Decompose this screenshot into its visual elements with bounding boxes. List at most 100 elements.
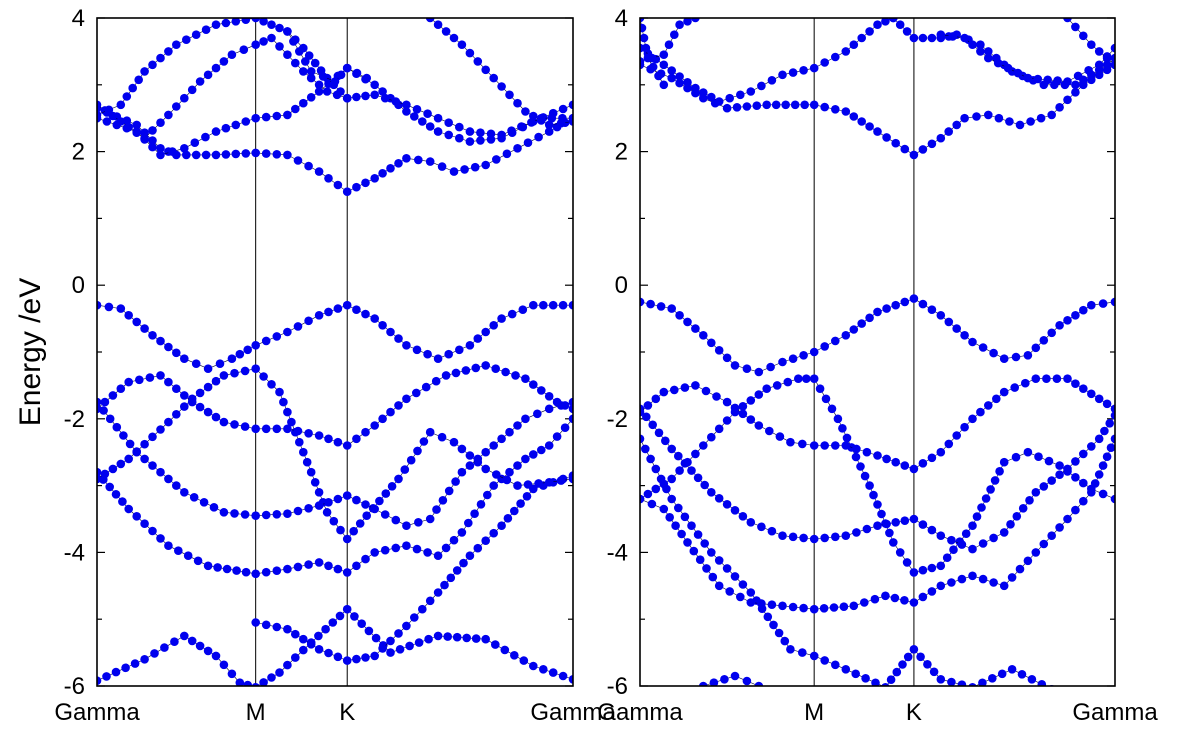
band-point — [783, 377, 793, 387]
band-point — [441, 543, 451, 553]
band-point — [1013, 68, 1023, 78]
band-point — [1087, 389, 1096, 399]
band-point — [481, 634, 491, 644]
band-point — [1015, 120, 1025, 130]
band-point — [156, 144, 165, 153]
band-point — [659, 504, 669, 514]
band-point — [293, 506, 303, 516]
band-point — [754, 390, 764, 399]
band-point — [433, 127, 443, 136]
band-point — [219, 508, 229, 517]
band-point — [891, 457, 900, 467]
band-point — [873, 127, 882, 136]
band-point — [132, 447, 141, 457]
band-point — [437, 432, 447, 442]
band-point — [295, 47, 304, 56]
band-point — [886, 675, 896, 684]
band-point — [306, 467, 316, 477]
band-point — [150, 649, 159, 658]
band-point — [873, 500, 882, 509]
band-point — [646, 454, 655, 464]
band-point — [357, 619, 367, 628]
band-point — [989, 348, 998, 358]
right-band-panel: -6 -4 -2 0 2 4 Gamma M K Gamma — [597, 5, 1158, 726]
band-point — [164, 541, 173, 550]
band-point — [687, 466, 696, 475]
band-point — [1071, 80, 1080, 90]
band-point — [671, 521, 680, 530]
band-point — [452, 632, 462, 642]
band-point — [794, 374, 803, 384]
band-point — [299, 98, 308, 108]
band-point — [299, 645, 308, 655]
band-point — [699, 681, 708, 686]
band-point — [767, 526, 777, 536]
plot-frame — [96, 17, 574, 687]
band-point — [267, 673, 276, 682]
band-point — [342, 187, 352, 196]
band-point — [342, 604, 352, 614]
band-point — [865, 481, 874, 490]
band-point — [981, 494, 991, 503]
band-line — [97, 37, 573, 139]
band-point — [537, 445, 546, 455]
band-point — [927, 139, 937, 149]
band-point — [342, 93, 352, 103]
band-point — [299, 634, 308, 644]
band-point — [140, 519, 149, 528]
band-point — [862, 524, 872, 534]
band-point — [424, 634, 433, 644]
band-point — [693, 473, 703, 483]
band-point — [491, 364, 501, 374]
band-point — [438, 496, 448, 505]
band-point — [156, 53, 165, 63]
band-point — [691, 324, 700, 333]
band-point — [473, 543, 483, 553]
band-point — [148, 126, 157, 135]
band-point — [164, 474, 173, 484]
band-point — [523, 138, 533, 147]
band-point — [267, 380, 276, 389]
band-point — [909, 294, 919, 303]
band-point — [881, 683, 890, 686]
band-point — [378, 87, 387, 96]
band-point — [251, 364, 260, 374]
band-point — [235, 678, 245, 686]
band-point — [239, 45, 249, 54]
band-point — [132, 317, 141, 327]
band-point — [714, 346, 724, 355]
band-point — [984, 110, 993, 120]
band-point — [1102, 452, 1112, 462]
band-point — [219, 660, 229, 670]
band-point — [370, 548, 380, 557]
band-point — [283, 150, 292, 160]
band-point — [1034, 452, 1043, 462]
band-point — [361, 554, 370, 564]
band-point — [314, 87, 324, 96]
band-point — [324, 434, 333, 444]
band-point — [738, 402, 748, 411]
band-point — [118, 497, 127, 506]
band-point — [219, 417, 229, 427]
band-point — [683, 538, 692, 547]
band-point — [180, 402, 189, 411]
band-point — [548, 300, 558, 310]
band-point — [552, 397, 562, 407]
band-point — [371, 633, 381, 643]
band-point — [180, 144, 189, 153]
band-point — [659, 387, 669, 397]
band-point — [231, 149, 241, 159]
band-point — [857, 33, 866, 43]
band-point — [664, 40, 674, 49]
band-point — [391, 97, 401, 106]
band-point — [699, 88, 708, 97]
kpoint-label: M — [246, 699, 266, 726]
band-point — [802, 374, 811, 384]
y-tick-label: -2 — [607, 406, 628, 433]
band-point — [1094, 470, 1104, 479]
band-point — [464, 518, 473, 528]
band-point — [191, 150, 201, 160]
band-point — [378, 169, 387, 178]
band-point — [909, 598, 919, 607]
band-point — [1025, 496, 1034, 505]
